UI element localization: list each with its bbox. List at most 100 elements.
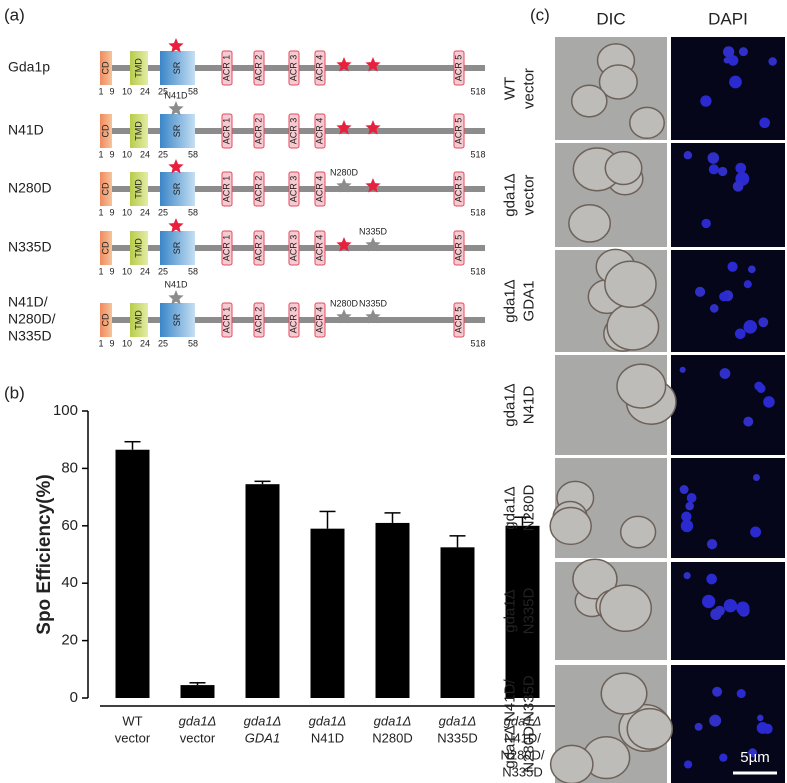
panel-label: (b) (4, 383, 25, 402)
x-tick-label: gda1Δ (179, 713, 217, 728)
domain-label: SR (172, 61, 182, 74)
domain-box (160, 51, 195, 85)
nucleus (758, 317, 769, 328)
acr-box (253, 230, 265, 266)
nucleus (723, 598, 738, 613)
acr-box (288, 302, 300, 338)
residue-number: 10 (122, 149, 132, 159)
residue-number: 58 (188, 86, 198, 96)
cell (568, 204, 612, 243)
nucleus (700, 95, 712, 107)
acr-box (288, 230, 300, 266)
nucleus (754, 381, 764, 391)
x-tick-label: N41D (311, 730, 344, 745)
domain-label: ACR 5 (453, 307, 463, 334)
panel-label: (a) (4, 5, 25, 24)
y-tick-label: 60 (61, 517, 78, 534)
row-label: gda1Δ (501, 173, 518, 216)
nucleus (763, 396, 775, 408)
domain-label: CD (100, 61, 110, 74)
panel-label: (c) (530, 5, 550, 24)
residue-number: 25 (158, 149, 168, 159)
nucleus (686, 493, 697, 503)
construct-label: N335D (8, 239, 52, 255)
acr-box (221, 113, 233, 149)
residue-number: 518 (470, 207, 485, 217)
residue-number: 24 (140, 149, 150, 159)
cell (616, 363, 667, 409)
nucleus (685, 501, 694, 511)
residue-number: 10 (122, 207, 132, 217)
nucleus (712, 686, 723, 697)
domain-label: ACR 3 (288, 235, 298, 262)
nucleus (759, 117, 770, 129)
row-label: N280D (520, 484, 537, 531)
star (365, 178, 381, 193)
domain-label: ACR 2 (253, 55, 263, 82)
acr-box (221, 302, 233, 338)
acr-box (314, 302, 326, 338)
bar (505, 525, 540, 698)
star (365, 309, 381, 324)
nucleus (752, 473, 760, 481)
row-label: gda1Δ (501, 383, 518, 426)
x-tick-label: N335D (502, 764, 542, 779)
x-tick-label: N280D (372, 730, 412, 745)
star (365, 237, 381, 252)
acr-box (314, 50, 326, 86)
residue-number: 1 (98, 266, 103, 276)
domain-label: ACR 1 (221, 55, 231, 82)
row-label: gda1Δ (501, 589, 518, 632)
residue-number: 518 (470, 86, 485, 96)
domain-label: ACR 5 (453, 176, 463, 203)
residue-number: 9 (109, 149, 114, 159)
cell (599, 584, 653, 633)
nucleus (679, 366, 686, 373)
nucleus (694, 722, 703, 731)
nucleus (683, 760, 693, 769)
cell (604, 150, 643, 186)
x-tick-label: vector (115, 730, 151, 745)
cell (600, 672, 648, 715)
domain-label: CD (100, 241, 110, 254)
bar (180, 685, 215, 698)
x-tick-label: gda1Δ (439, 713, 477, 728)
residue-number: 9 (109, 207, 114, 217)
nucleus (743, 280, 752, 289)
domain-label: SR (172, 124, 182, 137)
row-label: vector (520, 68, 537, 109)
domain-label: ACR 4 (314, 235, 324, 262)
domain-label: CD (100, 313, 110, 326)
nucleus (729, 75, 742, 89)
acr-box (314, 230, 326, 266)
nucleus (723, 57, 730, 64)
residue-number: 518 (470, 338, 485, 348)
row-label: N41D (520, 386, 537, 425)
x-tick-label: N335D (437, 730, 477, 745)
acr-box (288, 113, 300, 149)
nucleus (736, 689, 746, 699)
residue-number: 10 (122, 86, 132, 96)
domain-label: CD (100, 124, 110, 137)
star (336, 309, 352, 324)
y-tick-label: 0 (70, 689, 78, 706)
domain-label: TMD (133, 238, 143, 258)
nucleus (683, 572, 691, 580)
nucleus (768, 57, 777, 66)
residue-number: 1 (98, 86, 103, 96)
star (168, 218, 184, 233)
star (336, 237, 352, 252)
cell (626, 707, 674, 750)
domain-label: CD (100, 182, 110, 195)
domain-label: ACR 3 (288, 118, 298, 145)
nucleus (706, 573, 717, 585)
residue-number: 58 (188, 149, 198, 159)
residue-number: 58 (188, 266, 198, 276)
residue-number: 518 (470, 149, 485, 159)
domain-label: SR (172, 313, 182, 326)
x-tick-label: gda1Δ (504, 713, 542, 728)
cell (606, 302, 660, 351)
residue-number: 25 (158, 207, 168, 217)
cell (549, 506, 592, 546)
